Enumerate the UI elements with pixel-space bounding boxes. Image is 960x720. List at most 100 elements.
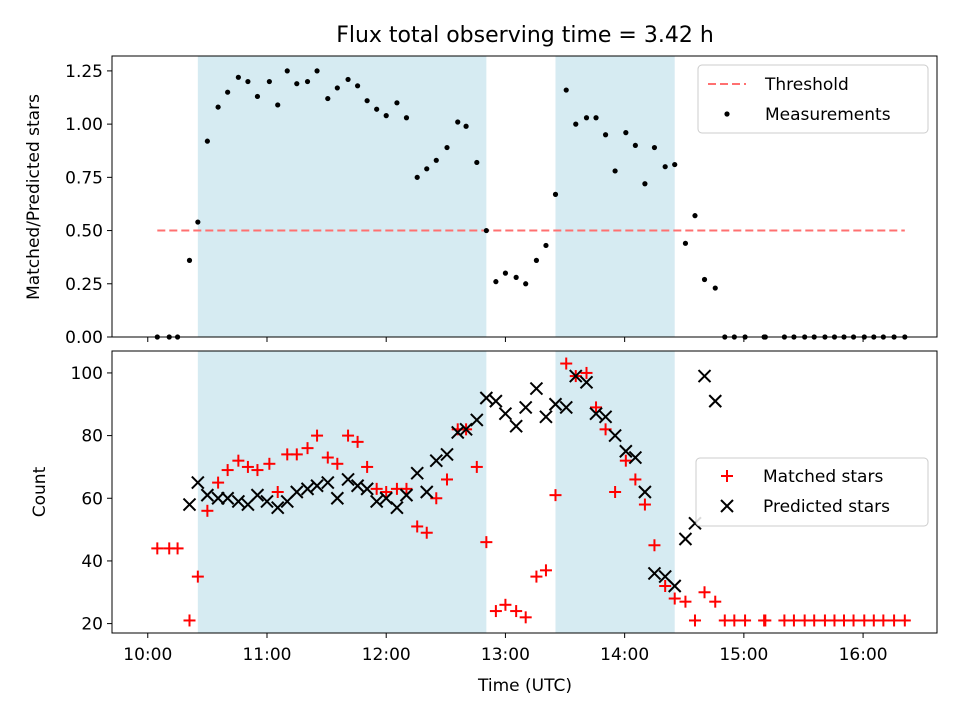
matched-stars-point [241, 460, 254, 473]
measurement-point [424, 166, 430, 172]
xtick-label: 15:00 [719, 645, 768, 665]
matched-stars-point [659, 580, 672, 592]
matched-stars-point [530, 570, 543, 583]
predicted-stars-point [598, 410, 613, 424]
matched-stars-point [590, 401, 603, 414]
matched-stars-point [549, 489, 562, 502]
predicted-stars-point [451, 425, 465, 440]
measurement-point [612, 168, 618, 174]
measurement-point [403, 115, 410, 121]
predicted-stars-point [619, 444, 633, 458]
measurement-point [455, 119, 461, 125]
matched-stars-point [728, 614, 741, 627]
measurement-point [304, 78, 311, 85]
predicted-stars-point [310, 479, 324, 493]
measurement-point [275, 102, 281, 108]
predicted-stars-point [360, 482, 374, 496]
predicted-stars-point [330, 491, 345, 505]
measurement-point [325, 95, 331, 102]
chart-title: Flux total observing time = 3.42 h [336, 23, 714, 48]
bottom-ylabel: Count [30, 466, 50, 517]
predicted-stars-point [350, 479, 365, 493]
matched-stars-point [808, 614, 821, 627]
measurement-point [284, 68, 290, 74]
predicted-stars-point [369, 494, 384, 509]
matched-stars-point [489, 605, 502, 618]
matched-stars-point [638, 498, 651, 511]
measurement-point [563, 87, 569, 93]
measurement-point [533, 257, 540, 263]
legend-predicted-label: Predicted stars [763, 497, 890, 517]
measurement-point [632, 142, 638, 149]
top-y-axis: 0.00 0.25 0.50 0.75 1.00 1.25 [65, 62, 112, 348]
bottom-x-axis: 10:00 11:00 12:00 13:00 14:00 15:00 16:00 [123, 633, 888, 665]
measurement-point [502, 270, 509, 276]
matched-stars-point [709, 595, 722, 608]
predicted-stars-point [440, 447, 454, 462]
top-ytick-label: 0.75 [65, 168, 103, 188]
matched-stars-point [580, 366, 593, 379]
xtick-label: 14:00 [600, 645, 649, 665]
measurement-point [254, 93, 261, 100]
bottom-data-marks [151, 357, 911, 627]
predicted-stars-point [647, 566, 662, 581]
matched-stars-point [499, 598, 512, 611]
predicted-stars-point [638, 485, 652, 499]
measurement-point [552, 191, 559, 197]
bottom-ytick-label: 100 [71, 364, 103, 384]
matched-stars-point [301, 442, 314, 455]
predicted-stars-point [321, 475, 335, 490]
matched-stars-point [698, 586, 711, 599]
measurement-point [483, 227, 489, 234]
predicted-stars-point [678, 532, 693, 546]
x-axis-label: Time (UTC) [477, 676, 572, 696]
matched-stars-point [380, 486, 393, 498]
matched-stars-point [619, 454, 632, 467]
matched-stars-point [539, 564, 552, 577]
legend-measurements-swatch [724, 111, 730, 117]
bottom-ytick-label: 40 [81, 552, 103, 572]
measurement-point [374, 106, 380, 112]
predicted-stars-point [379, 491, 393, 505]
measurement-point [493, 279, 499, 285]
predicted-stars-point [220, 491, 235, 505]
predicted-stars-point [290, 485, 304, 499]
matched-stars-point [151, 542, 164, 555]
legend-matched-label: Matched stars [763, 467, 883, 487]
measurement-point [642, 181, 648, 187]
measurement-point [543, 242, 549, 249]
predicted-stars-point [518, 400, 533, 415]
predicted-stars-point [479, 391, 494, 405]
measurement-point [712, 285, 718, 291]
matched-stars-point [171, 542, 184, 555]
measurement-point [701, 276, 708, 283]
matched-stars-point [400, 482, 413, 495]
predicted-stars-point [668, 579, 682, 593]
measurement-point [474, 159, 480, 166]
top-shaded-regions [197, 56, 675, 337]
predicted-stars-point [300, 482, 315, 496]
top-x-ticks [147, 337, 864, 342]
top-legend: Threshold Measurements [697, 64, 929, 134]
xtick-label: 10:00 [123, 645, 172, 665]
measurement-point [195, 219, 201, 225]
measurement-point [672, 161, 678, 168]
predicted-stars-point [429, 453, 443, 468]
predicted-stars-point [489, 394, 503, 408]
top-ytick-label: 0.25 [65, 275, 103, 295]
xtick-label: 16:00 [839, 645, 888, 665]
bottom-shaded-regions [197, 351, 675, 633]
matched-stars-point [847, 614, 860, 627]
matched-stars-point [648, 539, 661, 552]
predicted-stars-point [569, 369, 583, 383]
measurement-point [692, 213, 698, 219]
top-ytick-label: 1.25 [65, 62, 103, 82]
matched-stars-point [888, 614, 901, 627]
matched-stars-point [342, 429, 355, 442]
predicted-stars-point [191, 475, 205, 490]
predicted-stars-point [539, 410, 553, 424]
top-ytick-label: 0.50 [65, 222, 103, 242]
bottom-panel: 20 40 60 80 100 10:00 11:00 12:00 13:00 14:00 15:… [30, 350, 938, 696]
measurement-point [364, 98, 370, 104]
